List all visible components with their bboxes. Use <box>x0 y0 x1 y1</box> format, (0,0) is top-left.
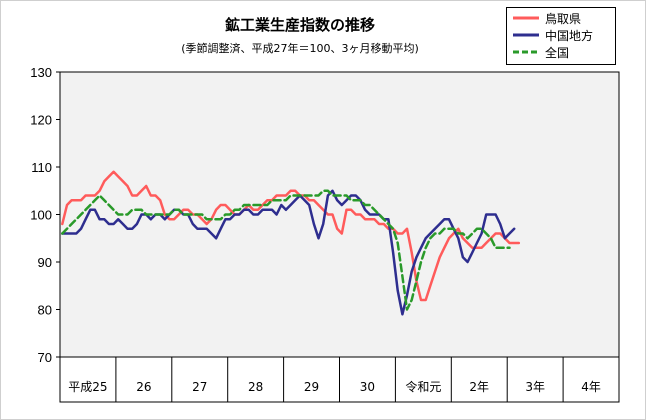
series-line-1 <box>61 189 516 316</box>
x-tick-label: 2年 <box>469 380 489 394</box>
chart-subtitle: (季節調整済、平成27年＝100、3ヶ月移動平均) <box>181 42 419 55</box>
chart-title: 鉱工業生産指数の推移 <box>224 16 375 34</box>
x-tick-label: 令和元 <box>405 379 441 394</box>
y-tick-label: 70 <box>38 350 52 365</box>
legend: 鳥取県 中国地方 全国 <box>506 7 616 65</box>
x-tick-label: 30 <box>360 380 375 394</box>
x-tick-label: 4年 <box>581 380 601 394</box>
legend-swatch-chugoku <box>513 33 539 37</box>
series-line-0 <box>61 170 521 302</box>
plot-area <box>59 71 620 358</box>
legend-label-chugoku: 中国地方 <box>545 29 594 43</box>
legend-swatch-tottori <box>513 16 539 20</box>
legend-label-national: 全国 <box>545 46 570 60</box>
y-tick-label: 110 <box>31 160 52 175</box>
x-tick-label: 27 <box>192 380 207 394</box>
series-line-2 <box>61 189 511 311</box>
legend-swatch-national <box>513 50 539 54</box>
x-tick-label: 平成25 <box>68 380 107 394</box>
y-tick-label: 100 <box>30 208 52 223</box>
y-tick-label: 130 <box>30 65 52 80</box>
x-tick-label: 26 <box>136 380 151 394</box>
legend-label-tottori: 鳥取県 <box>545 12 582 26</box>
x-tick-label: 29 <box>304 380 319 394</box>
x-tick-label: 28 <box>248 380 263 394</box>
x-tick-label: 3年 <box>525 380 545 394</box>
y-tick-label: 120 <box>30 113 52 128</box>
y-tick-label: 90 <box>38 255 52 270</box>
y-tick-label: 80 <box>38 303 52 318</box>
